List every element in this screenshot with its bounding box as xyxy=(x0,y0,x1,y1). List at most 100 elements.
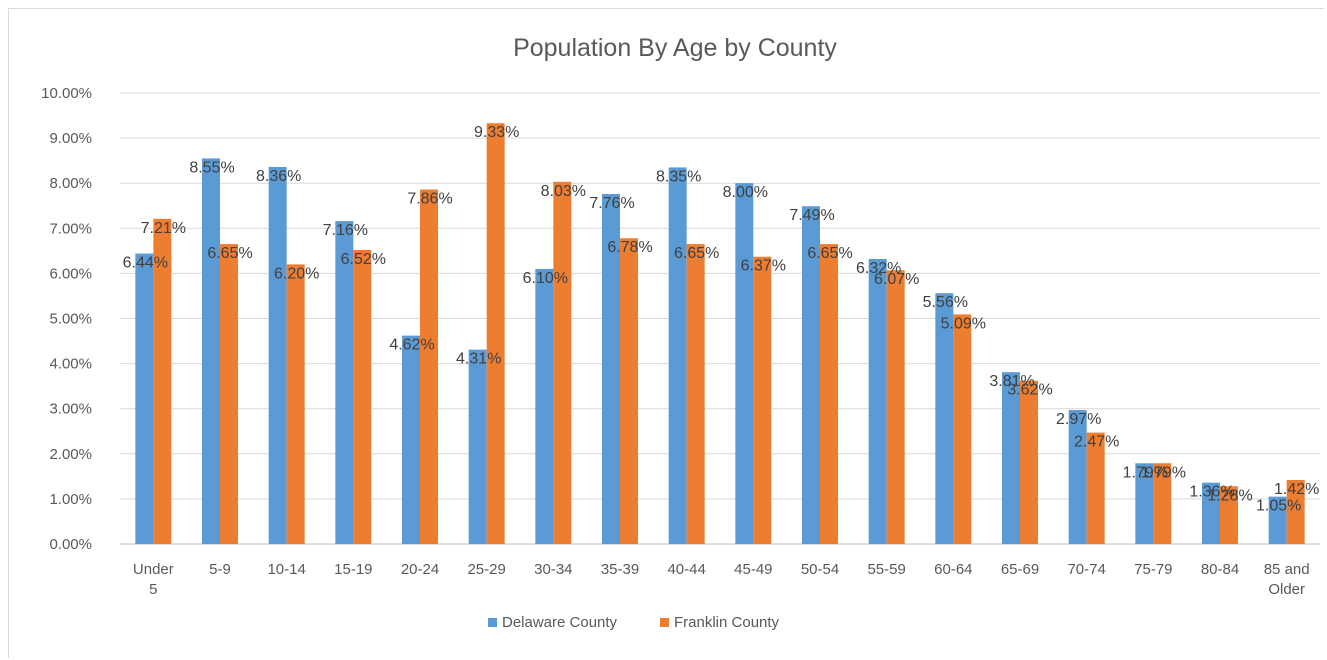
franklin-data-label: 6.52% xyxy=(341,251,386,268)
x-tick-label: 35-39 xyxy=(601,561,639,578)
y-tick-label: 0.00% xyxy=(49,536,92,553)
franklin-data-label: 9.33% xyxy=(474,124,519,141)
franklin-bar xyxy=(1086,432,1105,544)
gridlines xyxy=(120,92,1320,545)
franklin-bar xyxy=(220,244,238,544)
delaware-bar xyxy=(1135,463,1154,544)
x-tick-label: Under 5 xyxy=(133,561,174,598)
x-tick-label: 70-74 xyxy=(1067,561,1105,578)
x-tick-label: 30-34 xyxy=(534,561,572,578)
delaware-legend-swatch xyxy=(488,618,497,627)
y-tick-label: 9.00% xyxy=(49,130,92,147)
delaware-data-label: 1.05% xyxy=(1256,498,1301,515)
y-tick-label: 7.00% xyxy=(49,220,92,237)
delaware-bar xyxy=(1268,496,1287,544)
franklin-data-label: 6.65% xyxy=(207,245,252,262)
delaware-bar xyxy=(802,206,820,545)
franklin-bar xyxy=(553,181,572,545)
x-tick-label: 20-24 xyxy=(401,561,439,578)
franklin-data-label: 6.78% xyxy=(607,239,652,256)
delaware-bar xyxy=(1002,372,1020,544)
franklin-data-label: 2.47% xyxy=(1074,434,1119,451)
delaware-bar xyxy=(602,194,620,545)
delaware-bar xyxy=(735,183,754,544)
franklin-bar xyxy=(1020,380,1038,544)
franklin-bar xyxy=(1220,486,1238,544)
franklin-data-label: 5.09% xyxy=(941,315,986,332)
franklin-bar xyxy=(1286,479,1305,544)
franklin-data-label: 1.28% xyxy=(1207,487,1252,504)
delaware-data-label: 7.49% xyxy=(789,207,834,224)
delaware-data-label: 1.79% xyxy=(1123,464,1168,481)
delaware-bar xyxy=(335,221,354,545)
delaware-data-label: 7.16% xyxy=(323,222,368,239)
x-tick-label: 60-64 xyxy=(934,561,972,578)
x-tick-label: 10-14 xyxy=(267,561,305,578)
franklin-bar xyxy=(886,270,905,544)
delaware-data-label: 8.35% xyxy=(656,168,701,185)
delaware-data-label: 2.97% xyxy=(1056,411,1101,428)
franklin-data-label: 6.07% xyxy=(874,271,919,288)
delaware-data-label: 6.44% xyxy=(123,255,168,272)
franklin-legend-label: Franklin County xyxy=(674,614,780,631)
delaware-bar xyxy=(1202,482,1220,544)
x-axis: Under 5 5-9 10-14 15-19 20-24 25-29 30-34 35-39 4… xyxy=(133,561,1310,598)
franklin-bar xyxy=(420,189,438,544)
delaware-bar xyxy=(202,158,220,544)
franklin-data-label: 6.65% xyxy=(674,245,719,262)
x-tick-label: 15-19 xyxy=(334,561,372,578)
delaware-data-label: 8.55% xyxy=(189,159,234,176)
y-tick-label: 8.00% xyxy=(49,175,92,192)
franklin-bar xyxy=(1153,463,1172,544)
delaware-bar xyxy=(468,349,487,544)
delaware-data-label: 3.81% xyxy=(989,373,1034,390)
delaware-bar xyxy=(402,335,420,544)
franklin-bar xyxy=(753,256,772,544)
delaware-data-label: 7.76% xyxy=(589,195,634,212)
x-tick-label: 40-44 xyxy=(667,561,705,578)
franklin-data-label: 3.62% xyxy=(1007,382,1052,399)
x-tick-label: 25-29 xyxy=(467,561,505,578)
x-tick-label: 75-79 xyxy=(1134,561,1172,578)
data-labels: 6.44% 8.55% 8.36% 7.16% 4.62% 4.31% 6.10% 7.76%… xyxy=(123,124,1320,514)
franklin-bar xyxy=(820,244,838,544)
franklin-bar xyxy=(286,264,305,544)
franklin-data-label: 6.20% xyxy=(274,265,319,282)
franklin-data-label: 6.37% xyxy=(741,258,786,275)
franklin-data-label: 1.42% xyxy=(1274,481,1319,498)
x-tick-label: 55-59 xyxy=(867,561,905,578)
y-tick-label: 2.00% xyxy=(49,446,92,463)
x-tick-label: 85 and Older xyxy=(1264,561,1310,598)
delaware-data-label: 4.62% xyxy=(389,337,434,354)
delaware-bar xyxy=(1068,410,1087,544)
delaware-bar xyxy=(668,167,687,545)
delaware-data-label: 8.36% xyxy=(256,168,301,185)
y-tick-label: 4.00% xyxy=(49,356,92,373)
franklin-data-label: 8.03% xyxy=(541,183,586,200)
delaware-data-label: 6.10% xyxy=(523,270,568,287)
chart-frame xyxy=(8,8,1324,658)
franklin-bar xyxy=(153,218,172,545)
franklin-data-label: 1.79% xyxy=(1141,464,1186,481)
franklin-legend-swatch xyxy=(660,618,669,627)
x-tick-label: 5-9 xyxy=(209,561,231,578)
franklin-bar xyxy=(620,238,638,545)
franklin-data-label: 6.65% xyxy=(807,245,852,262)
franklin-bar xyxy=(486,123,505,544)
delaware-data-label: 8.00% xyxy=(723,184,768,201)
delaware-data-label: 4.31% xyxy=(456,351,501,368)
franklin-bar xyxy=(686,244,705,544)
delaware-bar xyxy=(268,166,287,545)
y-tick-label: 1.00% xyxy=(49,491,92,508)
y-tick-label: 6.00% xyxy=(49,265,92,282)
franklin-bar xyxy=(953,314,972,544)
y-axis: 0.00% 1.00% 2.00% 3.00% 4.00% 5.00% 6.00% 7.00%… xyxy=(41,85,92,553)
x-tick-label: 80-84 xyxy=(1201,561,1239,578)
delaware-legend-label: Delaware County xyxy=(502,614,618,631)
y-tick-label: 3.00% xyxy=(49,401,92,418)
franklin-data-label: 7.21% xyxy=(141,220,186,237)
delaware-data-label: 1.36% xyxy=(1189,484,1234,501)
y-tick-label: 10.00% xyxy=(41,85,92,102)
delaware-bar xyxy=(935,293,954,544)
